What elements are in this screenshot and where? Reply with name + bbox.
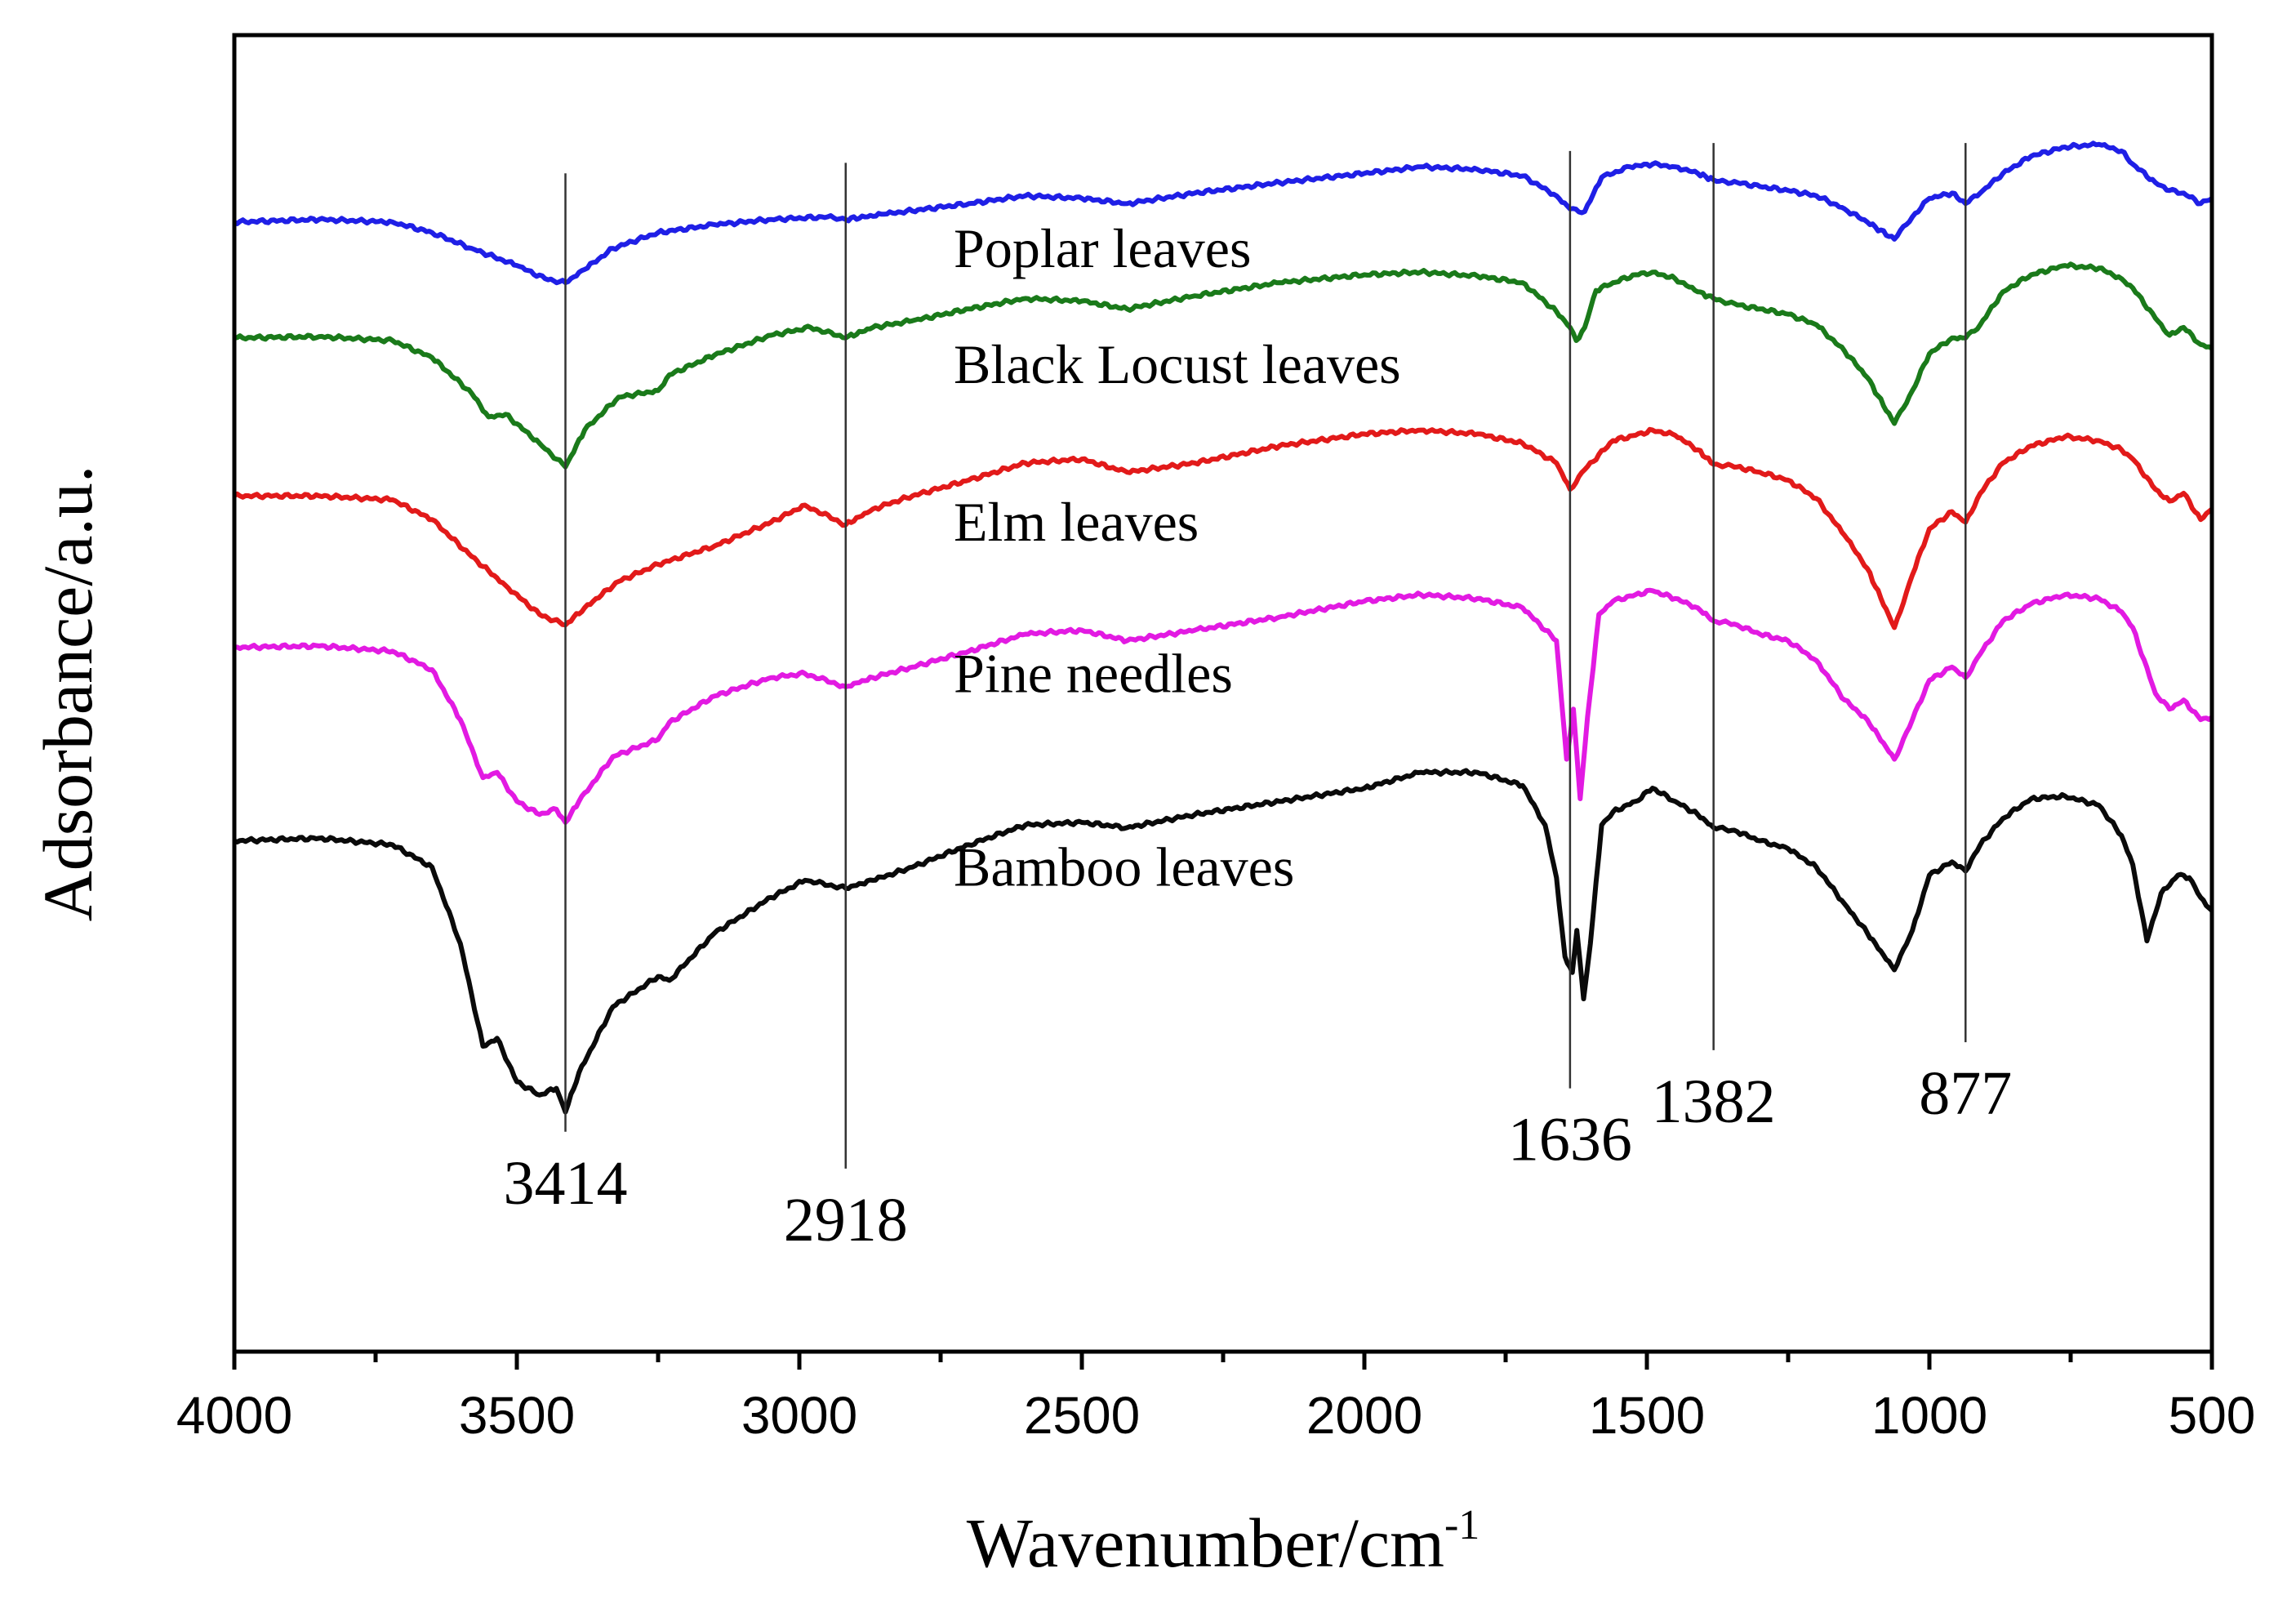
x-tick-label: 1500	[1589, 1386, 1705, 1445]
reference-lines	[564, 143, 1967, 1169]
series-labels: Poplar leaves Black Locust leaves Elm leav…	[954, 217, 1401, 898]
x-tick-label: 4000	[176, 1386, 292, 1445]
x-tick-label: 1000	[1871, 1386, 1987, 1445]
x-tick-label: 500	[2169, 1386, 2256, 1445]
series-label-bamboo-leaves: Bamboo leaves	[954, 836, 1294, 898]
series-label-elm-leaves: Elm leaves	[954, 491, 1199, 553]
reference-line-labels: 3414 2918 1636 1382 877	[504, 1059, 2013, 1254]
y-axis-label: Adsorbance/a.u.	[29, 466, 107, 922]
series-label-poplar-leaves: Poplar leaves	[954, 217, 1251, 279]
x-tick-label: 3000	[741, 1386, 857, 1445]
reference-line-label-1636: 1636	[1508, 1106, 1632, 1174]
x-tick-label: 2500	[1024, 1386, 1140, 1445]
reference-line-label-2918: 2918	[784, 1186, 908, 1254]
reference-line-label-1382: 1382	[1652, 1067, 1776, 1136]
reference-line-label-3414: 3414	[504, 1149, 628, 1218]
x-axis-ticks	[232, 1352, 2214, 1370]
reference-line-label-877: 877	[1919, 1059, 2012, 1128]
x-tick-label: 3500	[459, 1386, 575, 1445]
x-axis-label-superscript: -1	[1444, 1502, 1479, 1548]
series-label-pine-needles: Pine needles	[954, 643, 1233, 705]
x-axis-tick-labels: 4000 3500 3000 2500 2000 1500 1000 500	[176, 1386, 2256, 1445]
x-tick-label: 2000	[1306, 1386, 1422, 1445]
x-axis-label: Wavenumber/cm-1	[967, 1502, 1480, 1582]
series-label-black-locust-leaves: Black Locust leaves	[954, 333, 1401, 395]
